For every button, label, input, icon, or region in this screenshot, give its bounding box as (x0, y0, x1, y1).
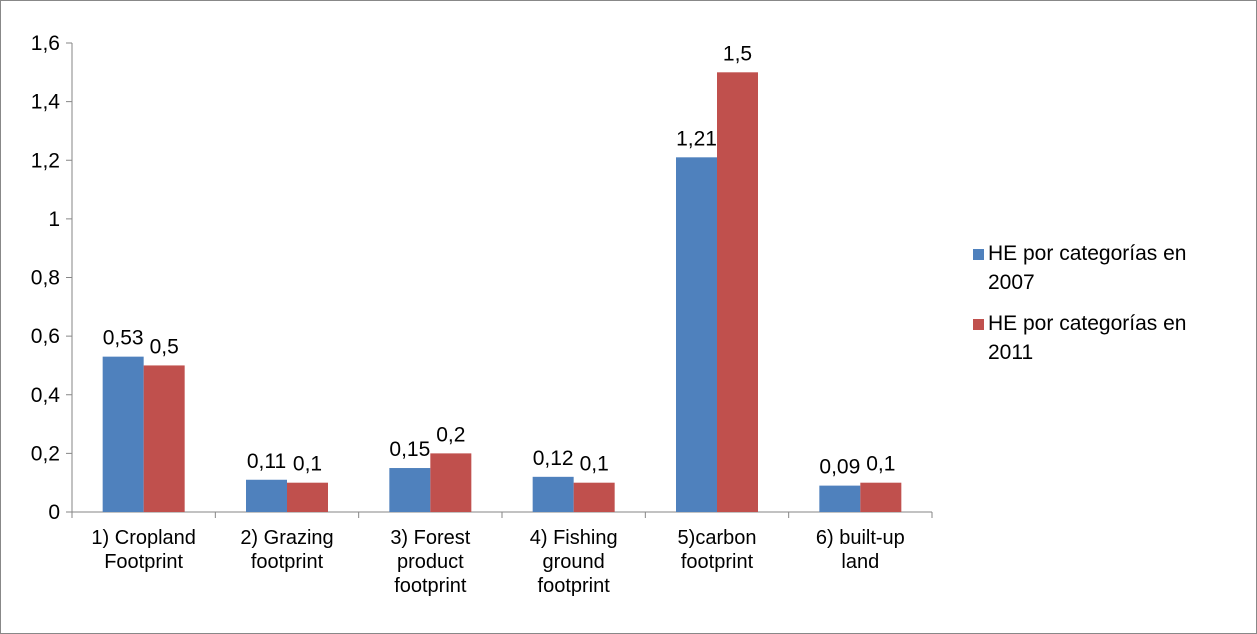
y-tick-label: 0,4 (31, 384, 61, 407)
bar (676, 157, 717, 512)
bar (143, 365, 185, 512)
x-tick-label-line: footprint (251, 551, 324, 573)
y-tick-label: 1 (48, 208, 60, 231)
legend-entry: HE por categorías en 2007 (988, 242, 1186, 294)
x-tick-label-line: footprint (394, 575, 467, 597)
x-tick-label: 3) Forest product footprint (390, 527, 470, 597)
legend-entry-line: HE por categorías en (988, 242, 1186, 265)
data-labels: 0,53 0,5 0,11 0,1 0,15 0,2 0,12 0,1 1,21 1,5 0,09 0… (103, 42, 896, 478)
x-tick-label-line: ground (543, 551, 605, 573)
data-label: 1,5 (723, 42, 752, 65)
data-label: 0,09 (819, 456, 860, 479)
data-label: 0,1 (580, 453, 609, 476)
x-tick-label-line: 1) Cropland (91, 527, 196, 549)
bar (287, 482, 328, 512)
x-tick-label-line: 5)carbon (678, 527, 757, 549)
data-label: 0,2 (436, 423, 465, 446)
axes: 0 0,2 0,4 0,6 0,8 1 1,2 1,4 1,6 (31, 32, 933, 524)
y-tick-label: 1,2 (31, 149, 60, 172)
legend-swatch (973, 249, 984, 260)
legend-entry-line: HE por categorías en (988, 312, 1186, 335)
x-tick-label: 1) Cropland Footprint (91, 527, 196, 573)
x-tick-label: 5)carbon footprint (678, 527, 757, 573)
data-label: 0,15 (389, 438, 430, 461)
bar (573, 482, 615, 512)
legend-entry: HE por categorías en 2011 (988, 312, 1186, 364)
x-tick-label-line: 6) built-up (816, 527, 905, 549)
bar (246, 479, 287, 512)
data-label: 0,11 (247, 450, 286, 473)
bar (819, 485, 861, 512)
x-tick-label: 4) Fishing ground footprint (530, 527, 618, 597)
data-label: 0,5 (150, 335, 179, 358)
y-tick-label: 0,8 (31, 267, 60, 290)
data-label: 0,12 (533, 447, 574, 470)
data-label: 0,1 (866, 453, 895, 476)
y-tick-label: 1,6 (31, 32, 60, 55)
y-tick-label: 1,4 (31, 91, 61, 114)
bar (717, 72, 758, 512)
y-tick-label: 0,6 (31, 325, 60, 348)
x-tick-label-line: Footprint (104, 551, 183, 573)
bar (389, 468, 431, 512)
y-tick-label: 0 (48, 501, 60, 524)
legend-entry-line: 2011 (988, 341, 1033, 364)
x-tick-label: 2) Grazing footprint (240, 527, 333, 573)
legend-swatch (973, 319, 984, 330)
y-tick-label: 0,2 (31, 442, 60, 465)
data-label: 0,1 (293, 453, 322, 476)
x-tick-label: 6) built-up land (816, 527, 905, 573)
data-label: 1,21 (676, 127, 717, 150)
x-tick-label-line: land (841, 551, 879, 573)
legend-entry-line: 2007 (988, 271, 1035, 294)
bar (532, 476, 574, 512)
x-tick-label-line: 2) Grazing (240, 527, 333, 549)
data-label: 0,53 (103, 327, 144, 350)
bars (102, 72, 902, 512)
bar (860, 482, 902, 512)
bar (102, 356, 144, 512)
bar (430, 453, 472, 512)
x-tick-label-line: footprint (681, 551, 754, 573)
x-tick-label-line: 3) Forest (390, 527, 470, 549)
x-tick-label-line: product (397, 551, 464, 573)
x-tick-label-line: footprint (538, 575, 611, 597)
x-tick-label-line: 4) Fishing (530, 527, 618, 549)
